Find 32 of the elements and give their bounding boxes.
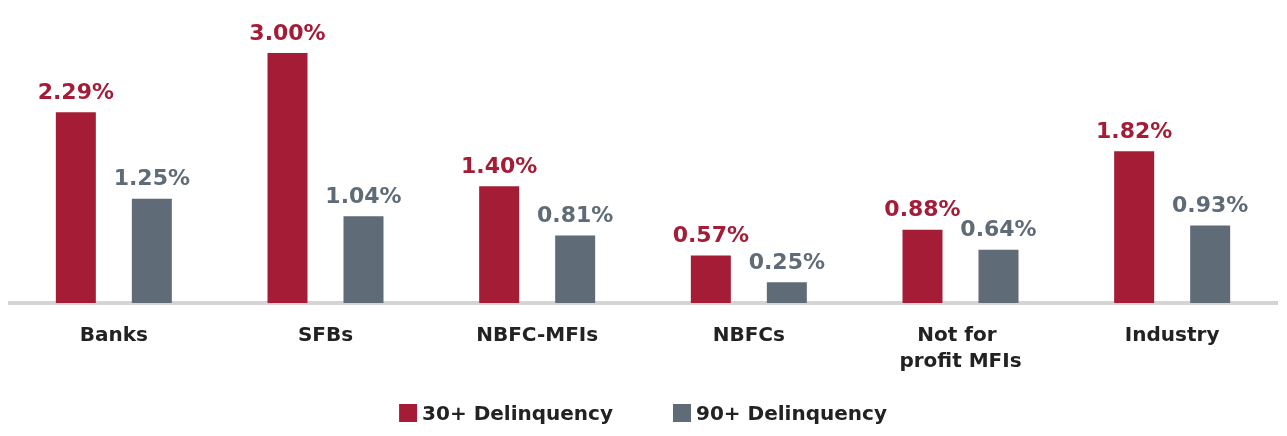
bar bbox=[555, 235, 596, 303]
data-label: 1.25% bbox=[113, 165, 190, 191]
x-tick-label: SFBs bbox=[297, 322, 354, 346]
data-label: 0.64% bbox=[960, 216, 1037, 242]
x-tick-label: NBFCs bbox=[712, 322, 785, 346]
bar bbox=[55, 112, 96, 303]
bar bbox=[1114, 151, 1155, 303]
data-label: 1.04% bbox=[325, 182, 402, 208]
bar bbox=[766, 282, 807, 303]
x-tick-label: Banks bbox=[79, 322, 148, 346]
bar bbox=[479, 186, 520, 303]
data-label: 1.82% bbox=[1096, 117, 1173, 143]
x-tick-label: Not for profit MFIs bbox=[899, 322, 1022, 372]
legend-label: 30+ Delinquency bbox=[422, 401, 613, 425]
data-label: 2.29% bbox=[37, 78, 114, 104]
bar bbox=[131, 198, 172, 303]
legend-label: 90+ Delinquency bbox=[696, 401, 887, 425]
data-label: 1.40% bbox=[461, 152, 538, 178]
bar bbox=[902, 229, 943, 303]
data-label: 0.81% bbox=[537, 202, 614, 227]
bar bbox=[978, 249, 1019, 303]
x-tick-label: NBFC-MFIs bbox=[476, 322, 599, 346]
data-label: 0.57% bbox=[672, 222, 749, 247]
bar bbox=[1190, 225, 1231, 303]
data-label: 0.25% bbox=[748, 248, 825, 274]
x-tick-label: Industry bbox=[1124, 322, 1220, 346]
bar bbox=[690, 255, 731, 303]
data-label: 0.88% bbox=[884, 196, 961, 222]
bar bbox=[267, 53, 308, 303]
data-label: 3.00% bbox=[249, 19, 326, 45]
bar bbox=[343, 216, 384, 303]
data-label: 0.93% bbox=[1172, 192, 1249, 217]
